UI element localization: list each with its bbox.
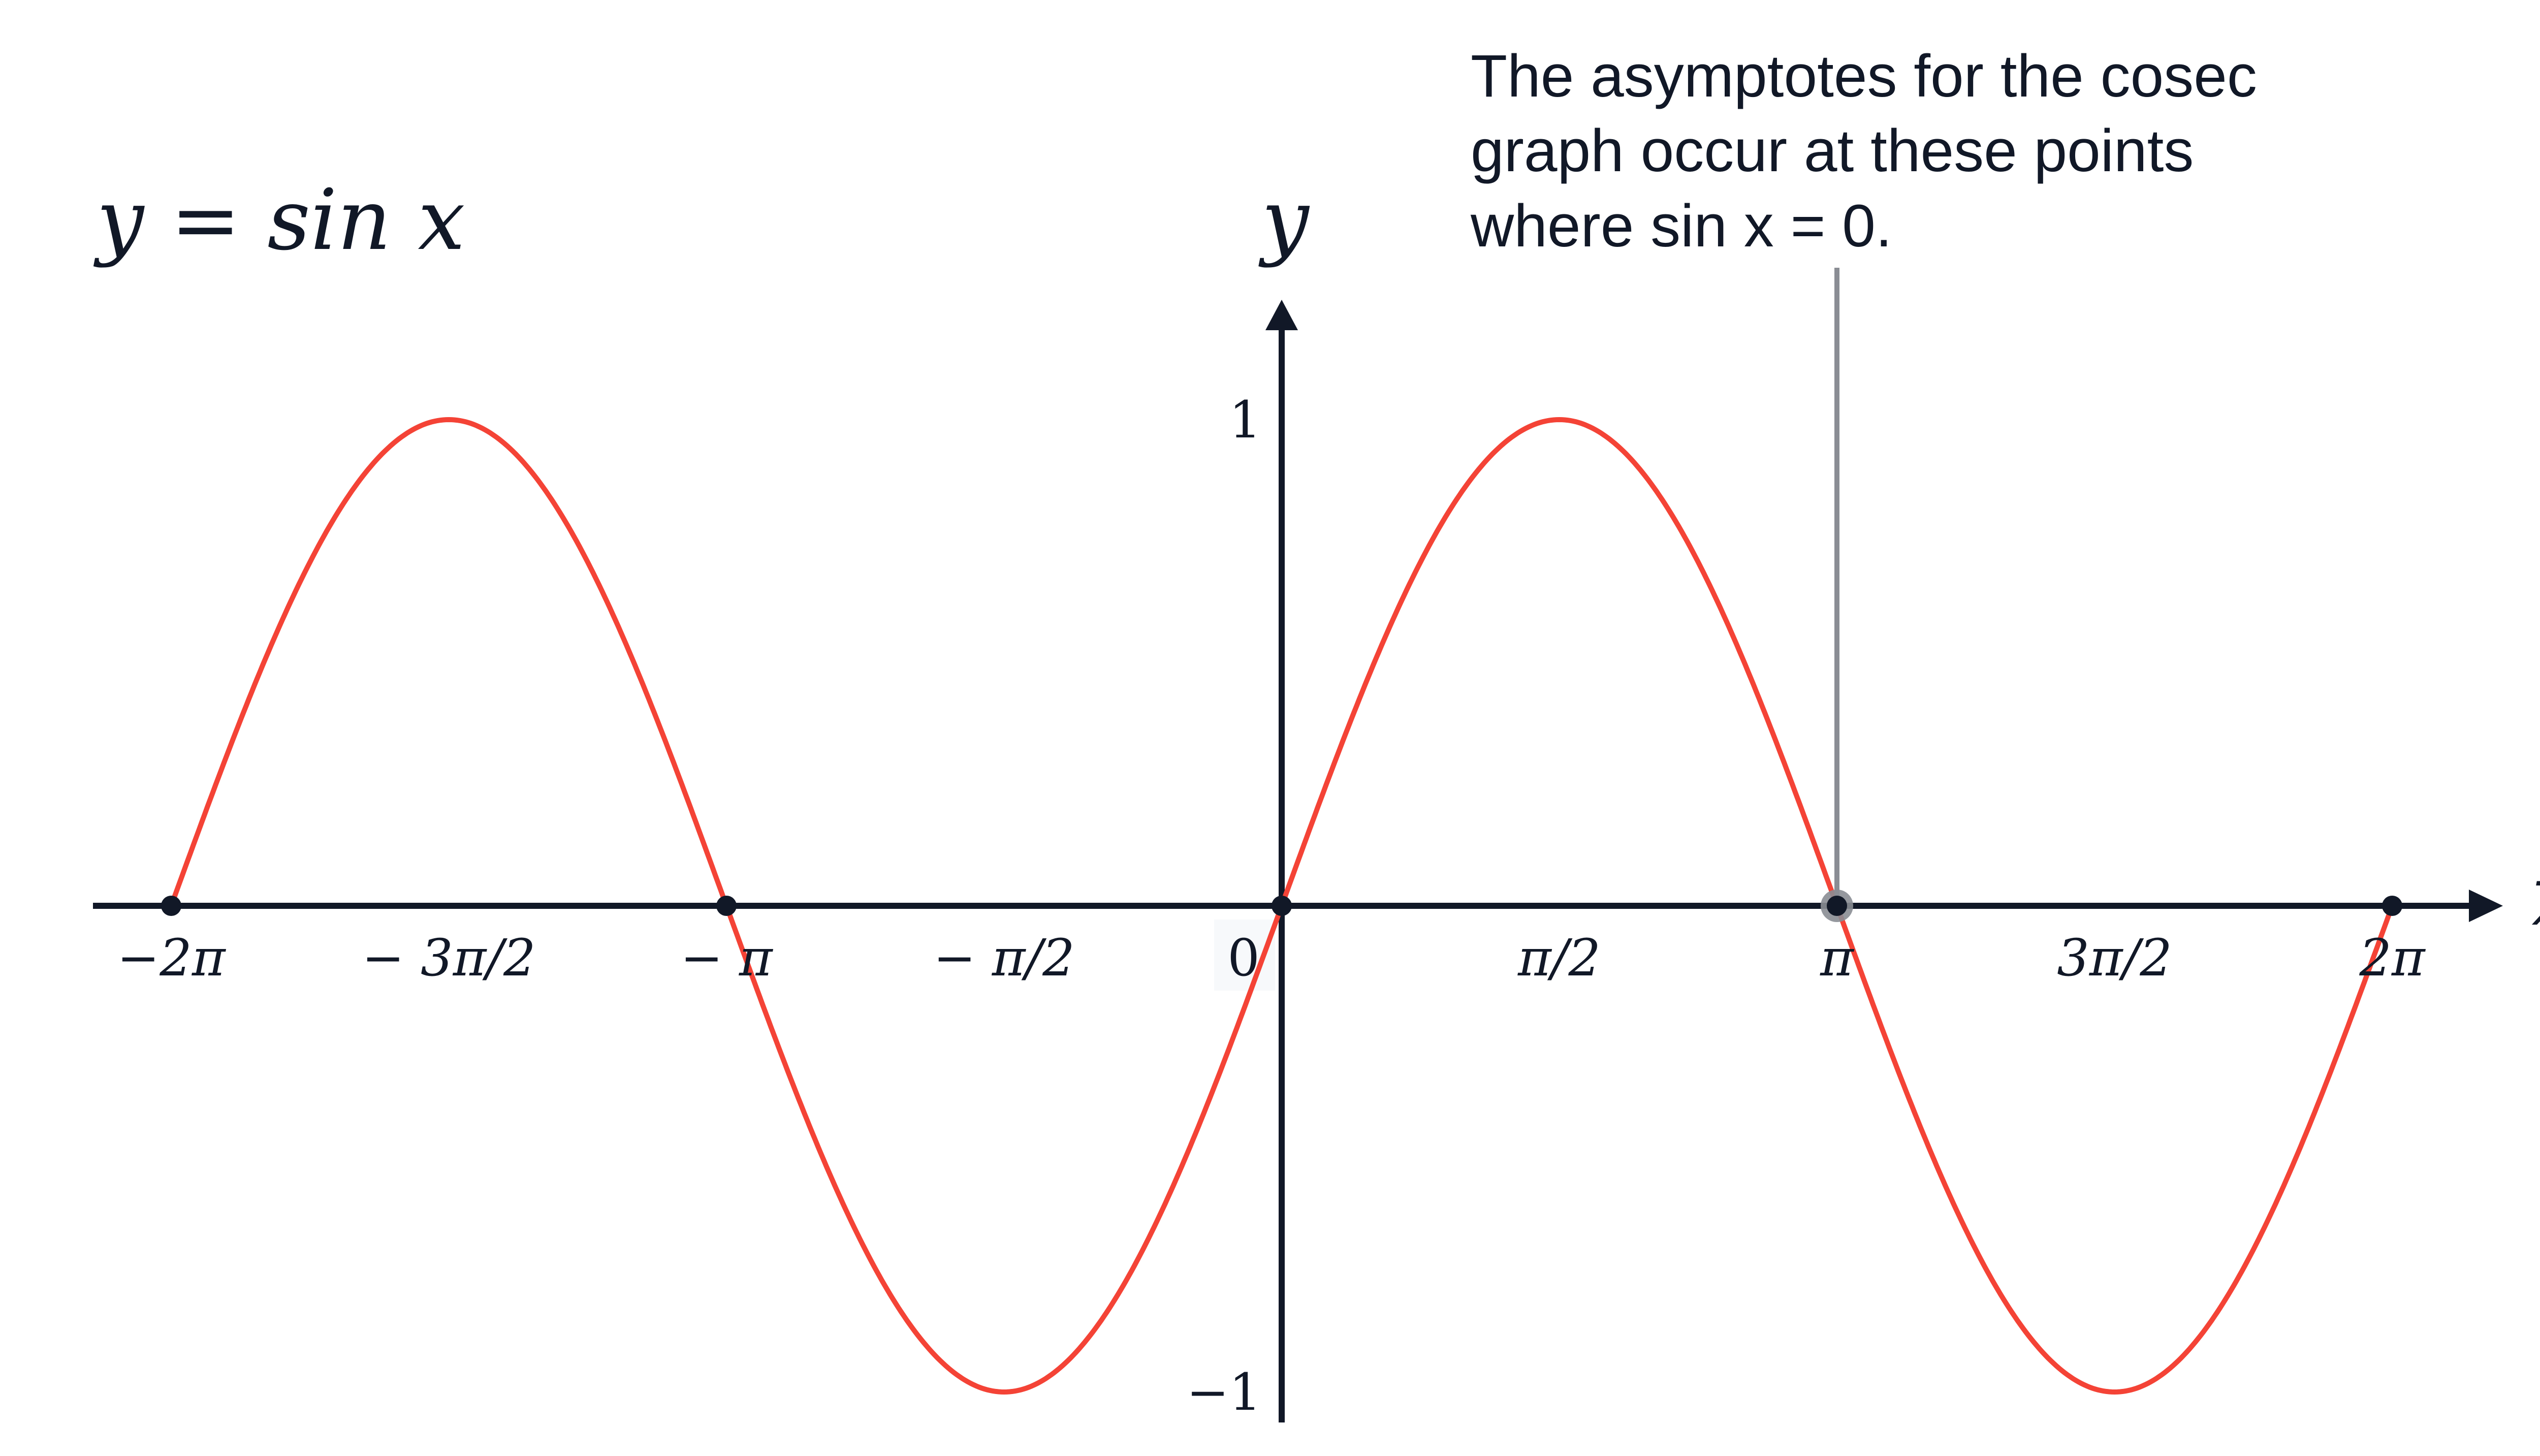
y-axis-label: y <box>1258 171 1310 269</box>
zero-point <box>2382 896 2402 916</box>
annotation-line-3: where sin x = 0. <box>1470 193 1892 260</box>
x-tick-label: − π/2 <box>933 928 1075 988</box>
x-tick-label: π/2 <box>1517 928 1601 988</box>
zero-point <box>1272 896 1292 916</box>
annotation: The asymptotes for the cosec graph occur… <box>1470 43 2257 260</box>
x-tick-label: −2π <box>117 928 226 988</box>
y-tick-label: 1 <box>1229 390 1261 450</box>
x-tick-label: − 3π/2 <box>362 928 535 988</box>
zero-point <box>161 896 181 916</box>
zero-point <box>716 896 737 916</box>
zero-point <box>1827 896 1847 916</box>
annotation-line-2: graph occur at these points <box>1471 117 2194 184</box>
x-tick-label: 2π <box>2359 928 2426 988</box>
x-tick-label: 3π/2 <box>2057 928 2172 988</box>
y-tick-label: −1 <box>1187 1363 1261 1422</box>
x-axis-label: x <box>2531 847 2540 944</box>
y-axis-arrow-icon <box>1265 300 1298 330</box>
chart-title: y = sin x <box>93 171 465 269</box>
x-tick-label: − π <box>680 928 774 988</box>
annotation-line-1: The asymptotes for the cosec <box>1471 43 2257 110</box>
x-tick-label: π <box>1820 928 1855 988</box>
x-axis-arrow-icon <box>2469 890 2503 922</box>
x-tick-label: 0 <box>1227 928 1260 988</box>
